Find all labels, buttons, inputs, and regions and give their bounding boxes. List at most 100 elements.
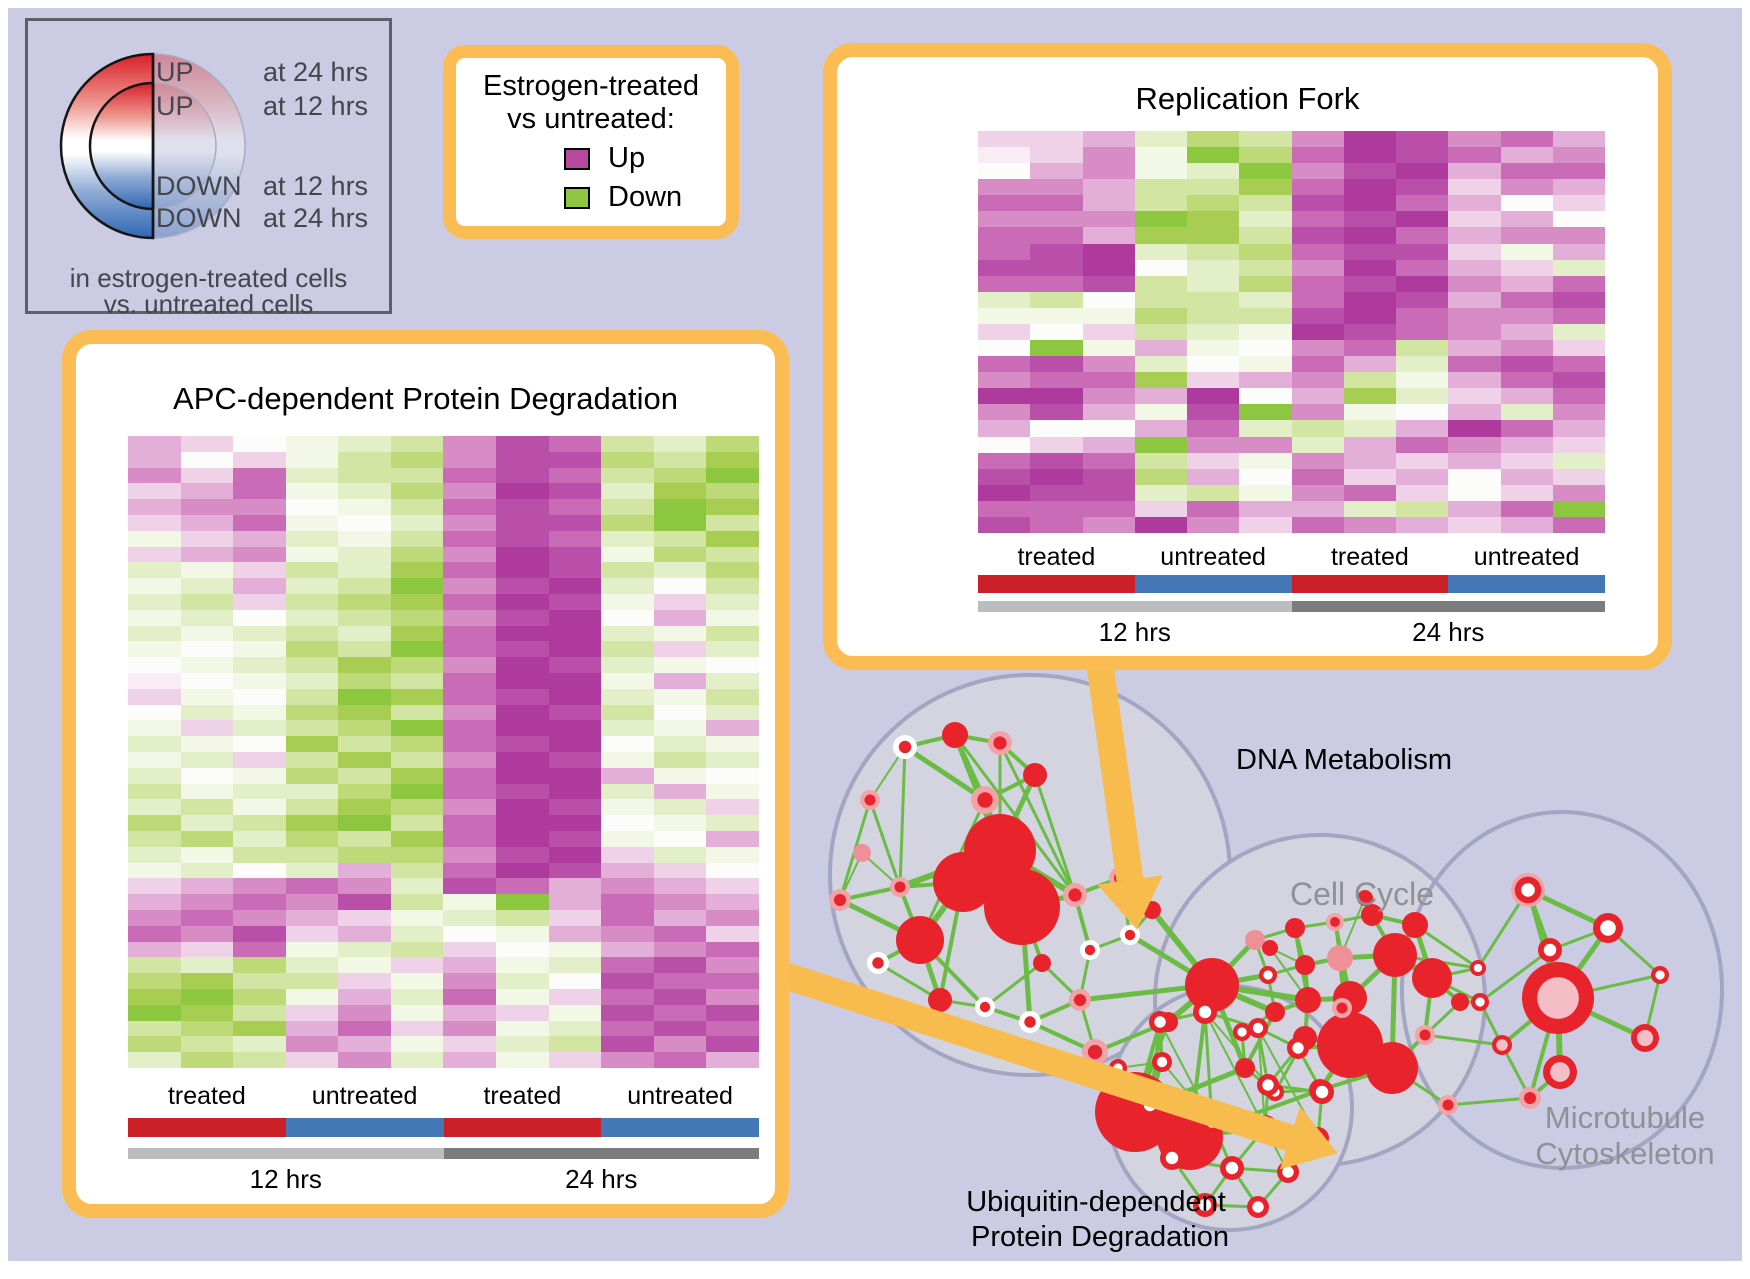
heatmap-cell: [1500, 388, 1553, 405]
network-node-core: [1550, 1062, 1570, 1082]
network-node: [1295, 955, 1315, 975]
heatmap-cell: [443, 752, 497, 768]
network-node-core: [1330, 917, 1340, 927]
heatmap-cell: [1082, 243, 1135, 260]
heatmap-cell: [1552, 211, 1605, 228]
heatmap-cell: [180, 925, 234, 942]
heatmap-cell: [706, 657, 759, 673]
heatmap-cell: [390, 562, 444, 579]
heatmap-cell: [180, 799, 234, 816]
heatmap-cell: [1291, 195, 1344, 212]
heatmap-cell: [233, 594, 286, 610]
heatmap-cell: [1134, 404, 1187, 421]
heatmap-cell: [1552, 147, 1605, 164]
heatmap-cell: [1030, 340, 1083, 357]
heatmap-cell: [285, 831, 339, 847]
heatmap-cell: [548, 704, 602, 721]
heatmap-cell: [285, 736, 339, 752]
heatmap-cell: [496, 436, 549, 452]
heatmap-cell: [128, 483, 181, 500]
heatmap-cell: [128, 704, 181, 721]
heatmap-cell: [390, 641, 444, 658]
cluster-label-cytoskeleton: Cytoskeleton: [1535, 1136, 1715, 1171]
heatmap-cell: [1030, 516, 1083, 533]
heatmap-cell: [1552, 356, 1605, 373]
heatmap-cell: [128, 989, 181, 1005]
heatmap-cell: [1187, 340, 1240, 357]
heatmap-cell: [1448, 323, 1501, 341]
heatmap-cell: [653, 878, 707, 895]
heatmap-cell: [1291, 227, 1344, 244]
treatment-colorbar: [978, 575, 1605, 593]
legend-down-24-time: at 24 hrs: [263, 203, 369, 233]
heatmap-cell: [1239, 404, 1292, 421]
heatmap-cell: [443, 688, 497, 705]
heatmap-cell: [443, 641, 497, 658]
heatmap-cell: [706, 973, 759, 989]
heatmap-cell: [1552, 388, 1605, 405]
heatmap-cell: [601, 973, 654, 989]
heatmap-cell: [128, 625, 181, 642]
heatmap-cell: [180, 562, 234, 579]
heatmap-cell: [601, 1036, 654, 1053]
heatmap-cell: [1396, 323, 1449, 341]
group-label-untreated-12: untreated: [311, 1082, 418, 1110]
heatmap-cell: [706, 831, 759, 847]
heatmap-cell: [1552, 307, 1605, 324]
heatmap-cell: [653, 641, 707, 658]
heatmap-cell: [1343, 275, 1396, 292]
label-24hrs: 24 hrs: [1412, 617, 1485, 647]
heatmap-cell: [1239, 259, 1292, 276]
heatmap-cell: [128, 594, 181, 610]
heatmap-cell: [443, 957, 497, 974]
heatmap-cell: [496, 641, 549, 658]
network-node-core: [1225, 1161, 1239, 1175]
legend-down-12-time: at 12 hrs: [263, 171, 369, 201]
network-node-core: [864, 794, 876, 806]
network-node-core: [1087, 1044, 1103, 1060]
heatmap-cell: [1500, 195, 1553, 212]
heatmap-cell: [338, 973, 391, 989]
heatmap-cell: [1134, 468, 1187, 485]
heatmap-cell: [180, 673, 234, 689]
heatmap-cell: [1082, 195, 1135, 212]
heatmap-cell: [496, 483, 549, 500]
heatmap-cell: [496, 831, 549, 847]
heatmap-cell: [233, 688, 286, 705]
heatmap-cell: [496, 720, 549, 737]
heatmap-cell: [338, 467, 391, 484]
heatmap-cell: [1082, 291, 1135, 308]
heatmap-cell: [285, 688, 339, 705]
heatmap-cell: [1187, 163, 1240, 180]
heatmap-cell: [180, 1004, 234, 1021]
heatmap-cell: [443, 562, 497, 579]
heatmap-cell: [338, 1004, 391, 1021]
heatmap-cell: [706, 815, 759, 831]
heatmap-cell: [233, 562, 286, 579]
heatmap-cell: [285, 704, 339, 721]
heatmap-cell: [653, 515, 707, 531]
heatmap-cell: [548, 1052, 602, 1068]
heatmap-cell: [496, 467, 549, 484]
network-node: [1033, 954, 1051, 972]
heatmap-cell: [601, 594, 654, 610]
heatmap-cell: [653, 941, 707, 958]
network-node-core: [1537, 977, 1579, 1019]
heatmap-cell: [1291, 436, 1344, 453]
heatmap-cell: [706, 483, 759, 500]
heatmap-cell: [1291, 356, 1344, 373]
network-node-core: [1521, 883, 1535, 897]
network-node-core: [993, 736, 1007, 750]
heatmap-cell: [285, 578, 339, 594]
legend-up-12-word: UP: [156, 91, 194, 121]
heatmap-cell: [653, 688, 707, 705]
heatmap-cell: [390, 862, 444, 879]
heatmap-cell: [1239, 516, 1292, 533]
heatmap-cell: [548, 831, 602, 847]
heatmap-cell: [180, 704, 234, 721]
heatmap-cell: [1082, 388, 1135, 405]
network-node: [1245, 930, 1265, 950]
network-node-core: [1655, 970, 1665, 980]
heatmap-cell: [1500, 259, 1553, 276]
heatmap-cell: [706, 894, 759, 910]
